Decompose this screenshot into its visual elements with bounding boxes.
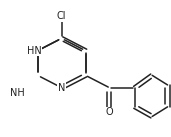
Text: NH: NH (10, 88, 24, 98)
Text: HN: HN (27, 46, 42, 56)
Text: O: O (106, 107, 113, 117)
Text: Cl: Cl (57, 12, 66, 21)
Text: N: N (58, 83, 65, 93)
